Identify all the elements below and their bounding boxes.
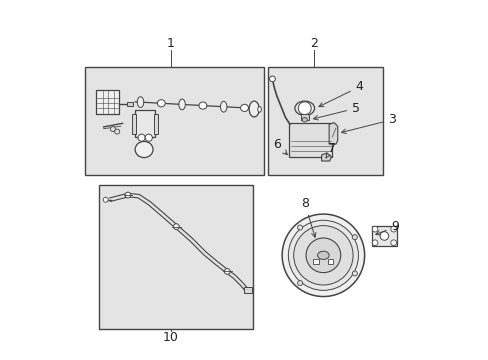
Ellipse shape — [317, 251, 328, 260]
Circle shape — [173, 224, 179, 229]
Bar — [96, 90, 119, 114]
Bar — [244, 287, 252, 293]
Circle shape — [305, 238, 340, 273]
Bar — [131, 114, 136, 134]
Ellipse shape — [249, 101, 259, 117]
Ellipse shape — [240, 104, 248, 112]
Text: 1: 1 — [167, 37, 175, 50]
Text: 6: 6 — [272, 138, 287, 155]
Circle shape — [288, 220, 358, 291]
Circle shape — [371, 240, 377, 246]
Text: 5: 5 — [313, 102, 359, 120]
Circle shape — [138, 134, 145, 141]
Text: 10: 10 — [163, 330, 179, 343]
Text: 8: 8 — [300, 197, 315, 237]
Circle shape — [269, 76, 275, 82]
Text: 4: 4 — [318, 80, 363, 107]
Bar — [300, 114, 308, 120]
Bar — [85, 67, 264, 175]
Text: 3: 3 — [341, 113, 395, 134]
Circle shape — [297, 225, 302, 230]
Bar — [371, 226, 396, 246]
Bar — [289, 123, 332, 157]
Ellipse shape — [199, 102, 206, 109]
Bar — [135, 110, 155, 137]
Circle shape — [115, 129, 120, 134]
Bar — [313, 259, 319, 264]
Circle shape — [371, 226, 377, 232]
Bar — [267, 67, 382, 175]
Circle shape — [390, 226, 396, 232]
Ellipse shape — [302, 118, 307, 122]
Circle shape — [145, 134, 152, 141]
Circle shape — [379, 231, 388, 240]
Ellipse shape — [157, 100, 165, 107]
Circle shape — [298, 102, 310, 115]
Circle shape — [103, 197, 108, 202]
Circle shape — [297, 280, 302, 285]
Ellipse shape — [294, 101, 314, 116]
Circle shape — [282, 214, 364, 297]
Bar — [126, 102, 133, 106]
Bar — [99, 185, 253, 329]
Ellipse shape — [137, 97, 143, 108]
Circle shape — [351, 271, 357, 276]
Text: 2: 2 — [310, 37, 318, 50]
Circle shape — [293, 226, 352, 285]
Polygon shape — [328, 123, 337, 144]
Text: 7: 7 — [325, 142, 336, 158]
Ellipse shape — [179, 99, 185, 110]
Circle shape — [110, 127, 115, 132]
Circle shape — [390, 240, 396, 246]
Polygon shape — [321, 153, 330, 161]
Ellipse shape — [257, 107, 261, 112]
Bar — [327, 259, 333, 264]
Bar — [154, 114, 158, 134]
Ellipse shape — [135, 141, 153, 158]
Ellipse shape — [220, 102, 226, 112]
Text: 9: 9 — [375, 220, 399, 235]
Circle shape — [351, 235, 357, 240]
Circle shape — [125, 192, 131, 198]
Circle shape — [224, 269, 230, 274]
